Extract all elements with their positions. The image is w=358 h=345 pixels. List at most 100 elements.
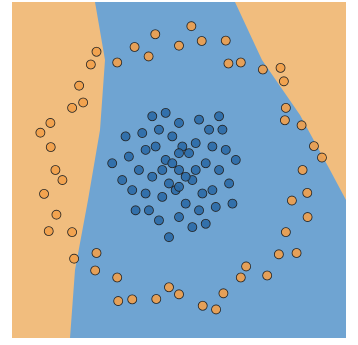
point (154, 215, 164, 226)
point (127, 294, 138, 305)
point (157, 191, 168, 202)
point (184, 148, 194, 159)
point (85, 59, 96, 70)
point (207, 141, 218, 152)
point (220, 35, 231, 46)
point (107, 158, 118, 169)
point (196, 36, 207, 46)
point (51, 209, 62, 220)
point (241, 261, 252, 272)
point (129, 42, 140, 52)
point (167, 158, 178, 169)
point (174, 212, 184, 222)
point (78, 97, 89, 108)
point (204, 124, 214, 135)
point (309, 141, 319, 152)
point (207, 185, 218, 196)
point (154, 124, 164, 135)
point (90, 265, 101, 276)
point (280, 227, 291, 238)
point (296, 120, 307, 131)
point (140, 188, 151, 199)
point (224, 178, 235, 189)
point (214, 165, 224, 175)
point (214, 111, 224, 122)
point (112, 57, 123, 68)
point (278, 76, 289, 87)
point (130, 205, 141, 216)
point (257, 64, 268, 75)
point (280, 102, 291, 113)
point (211, 304, 221, 315)
point (45, 142, 56, 153)
point (235, 57, 246, 68)
point (39, 188, 49, 199)
point (45, 118, 56, 128)
point (164, 282, 174, 293)
point (200, 158, 211, 169)
point (262, 270, 273, 281)
point (174, 165, 184, 175)
point (286, 195, 297, 206)
point (91, 248, 102, 258)
point (120, 131, 131, 142)
point (167, 131, 178, 142)
point (220, 144, 231, 155)
point (160, 107, 171, 118)
point (217, 124, 228, 135)
point (113, 296, 124, 306)
point (67, 227, 78, 238)
point (235, 272, 246, 283)
point (117, 175, 128, 185)
point (302, 187, 313, 198)
point (279, 115, 290, 126)
point (74, 80, 85, 91)
point (174, 118, 184, 128)
point (197, 300, 208, 311)
point (200, 218, 211, 229)
point (291, 248, 302, 258)
point (150, 141, 161, 152)
point (273, 249, 284, 260)
point (127, 185, 138, 196)
point (112, 272, 123, 283)
point (174, 289, 184, 300)
point (69, 253, 80, 264)
point (197, 188, 208, 199)
point (151, 294, 162, 304)
point (194, 205, 204, 216)
point (275, 62, 286, 73)
point (35, 127, 46, 138)
point (147, 171, 158, 182)
point (302, 212, 313, 222)
point (190, 165, 201, 175)
point (174, 40, 184, 51)
point (174, 181, 184, 192)
point (123, 151, 134, 162)
point (50, 165, 61, 175)
point (194, 114, 204, 125)
point (187, 222, 198, 233)
point (91, 46, 102, 57)
point (218, 288, 229, 299)
point (67, 102, 78, 113)
point (137, 128, 148, 138)
point (174, 148, 184, 159)
point (143, 51, 154, 62)
point (180, 198, 191, 209)
point (164, 178, 174, 189)
point (57, 175, 68, 185)
point (147, 111, 158, 122)
point (134, 165, 144, 175)
point (164, 232, 174, 243)
point (140, 144, 151, 155)
point (43, 226, 54, 237)
point (227, 198, 238, 209)
point (144, 205, 154, 216)
point (317, 152, 327, 163)
point (190, 138, 201, 149)
point (150, 29, 161, 40)
point (157, 165, 168, 175)
point (180, 171, 191, 182)
